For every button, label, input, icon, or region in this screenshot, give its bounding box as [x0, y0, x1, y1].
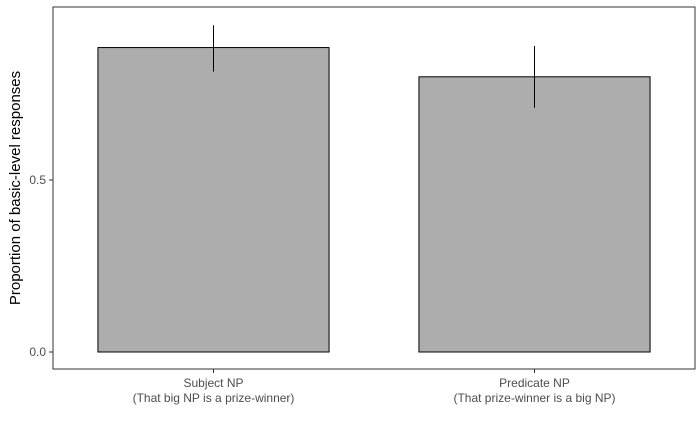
- x-tick-sublabel: (That prize-winner is a big NP): [453, 391, 615, 405]
- bar: [97, 47, 330, 353]
- x-tick-sublabel: (That big NP is a prize-winner): [133, 391, 295, 405]
- bar: [418, 76, 651, 353]
- x-tick-label: Subject NP: [183, 376, 243, 390]
- y-axis-title: Proportion of basic-level responses: [7, 71, 24, 305]
- y-tick-label: 0.5: [29, 173, 46, 187]
- y-tick-label: 0.0: [29, 345, 46, 359]
- x-tick-label: Predicate NP: [499, 376, 570, 390]
